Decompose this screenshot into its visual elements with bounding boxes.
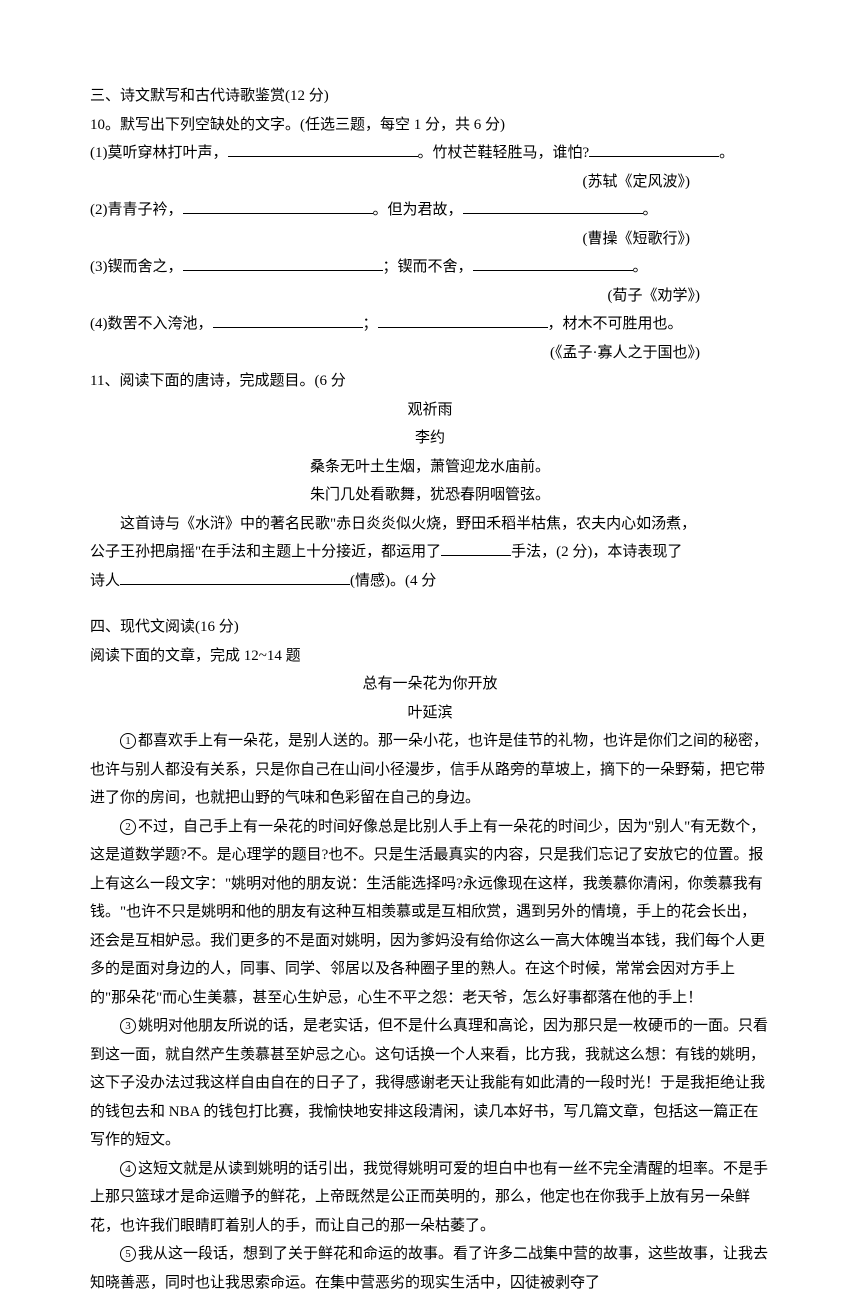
q10-3-text-a: (3)锲而舍之， [90,259,183,275]
essay-p3-text: 姚明对他朋友所说的话，是老实话，但不是什么真理和高论，因为那只是一枚硬币的一面。… [90,1018,768,1148]
blank [441,541,511,556]
essay-p3: 3姚明对他朋友所说的话，是老实话，但不是什么真理和高论，因为那只是一枚硬币的一面… [90,1012,770,1155]
q10-1-text-c: 。 [719,145,734,161]
q10-1-text-b: 。竹杖芒鞋轻胜马，谁怕? [418,145,590,161]
q10-3-text-b: ；锲而不舍， [383,259,473,275]
q11-text-d: 诗人 [90,573,120,589]
essay-p4: 4这短文就是从读到姚明的话引出，我觉得姚明可爱的坦白中也有一丝不完全清醒的坦率。… [90,1155,770,1241]
blank [378,313,548,328]
circled-2-icon: 2 [120,819,136,835]
q11-stem: 11、阅读下面的唐诗，完成题目。(6 分 [90,367,770,396]
q10-item-3: (3)锲而舍之， ；锲而不舍， 。 [90,253,770,282]
q11-para-line-3: 诗人 (情感)。(4 分 [90,567,770,596]
poem-title: 观祈雨 [90,396,770,425]
essay-p4-text: 这短文就是从读到姚明的话引出，我觉得姚明可爱的坦白中也有一丝不完全清醒的坦率。不… [90,1161,768,1234]
q10-4-source: (《孟子·寡人之于国也》) [90,339,770,368]
circled-4-icon: 4 [120,1161,136,1177]
essay-p5: 5我从这一段话，想到了关于鲜花和命运的故事。看了许多二战集中营的故事，这些故事，… [90,1240,770,1297]
poem-line-2: 朱门几处看歌舞，犹恐春阴咽管弦。 [90,481,770,510]
essay-p2: 2不过，自己手上有一朵花的时间好像总是比别人手上有一朵花的时间少，因为"别人"有… [90,813,770,1013]
q10-1-source: (苏轼《定风波》) [90,168,770,197]
q10-2-text-c: 。 [643,202,658,218]
essay-author: 叶延滨 [90,699,770,728]
q10-2-text-b: 。但为君故， [373,202,463,218]
blank [589,142,719,157]
blank [120,570,350,585]
essay-p1-text: 都喜欢手上有一朵花，是别人送的。那一朵小花，也许是佳节的礼物，也许是你们之间的秘… [90,733,768,806]
essay-title: 总有一朵花为你开放 [90,670,770,699]
blank [228,142,418,157]
section-3-title: 三、诗文默写和古代诗歌鉴赏(12 分) [90,82,770,111]
q10-4-text-c: ，材木不可胜用也。 [548,316,683,332]
q10-stem: 10。默写出下列空缺处的文字。(任选三题，每空 1 分，共 6 分) [90,111,770,140]
essay-p1: 1都喜欢手上有一朵花，是别人送的。那一朵小花，也许是佳节的礼物，也许是你们之间的… [90,727,770,813]
q10-1-text-a: (1)莫听穿林打叶声， [90,145,228,161]
essay-p2-text: 不过，自己手上有一朵花的时间好像总是比别人手上有一朵花的时间少，因为"别人"有无… [90,819,765,1006]
poem-line-1: 桑条无叶土生烟，萧管迎龙水庙前。 [90,453,770,482]
q11-para-line-2: 公子王孙把扇摇"在手法和主题上十分接近，都运用了 手法，(2 分)，本诗表现了 [90,538,770,567]
q10-item-4: (4)数罟不入洿池， ； ，材木不可胜用也。 [90,310,770,339]
q10-4-text-a: (4)数罟不入洿池， [90,316,213,332]
q10-item-1: (1)莫听穿林打叶声， 。竹杖芒鞋轻胜马，谁怕? 。 [90,139,770,168]
poem-author: 李约 [90,424,770,453]
circled-1-icon: 1 [120,733,136,749]
circled-5-icon: 5 [120,1246,136,1262]
blank [183,199,373,214]
q10-item-2: (2)青青子衿， 。但为君故， 。 [90,196,770,225]
section-4-title: 四、现代文阅读(16 分) [90,613,770,642]
circled-3-icon: 3 [120,1018,136,1034]
section-4-instruction: 阅读下面的文章，完成 12~14 题 [90,642,770,671]
q10-2-source: (曹操《短歌行》) [90,225,770,254]
q11-para-line-1: 这首诗与《水浒》中的著名民歌"赤日炎炎似火烧，野田禾稻半枯焦，农夫内心如汤煮， [90,510,770,539]
essay-p5-text: 我从这一段话，想到了关于鲜花和命运的故事。看了许多二战集中营的故事，这些故事，让… [90,1246,768,1291]
blank [463,199,643,214]
q11-text-e: (情感)。(4 分 [350,573,436,589]
blank [473,256,633,271]
q11-text-c: 手法，(2 分)，本诗表现了 [511,544,682,560]
blank [183,256,383,271]
q10-3-source: (荀子《劝学》) [90,282,770,311]
q11-text-b: 公子王孙把扇摇"在手法和主题上十分接近，都运用了 [90,544,441,560]
blank [213,313,363,328]
q10-2-text-a: (2)青青子衿， [90,202,183,218]
q10-4-text-b: ； [363,316,378,332]
q10-3-text-c: 。 [633,259,648,275]
